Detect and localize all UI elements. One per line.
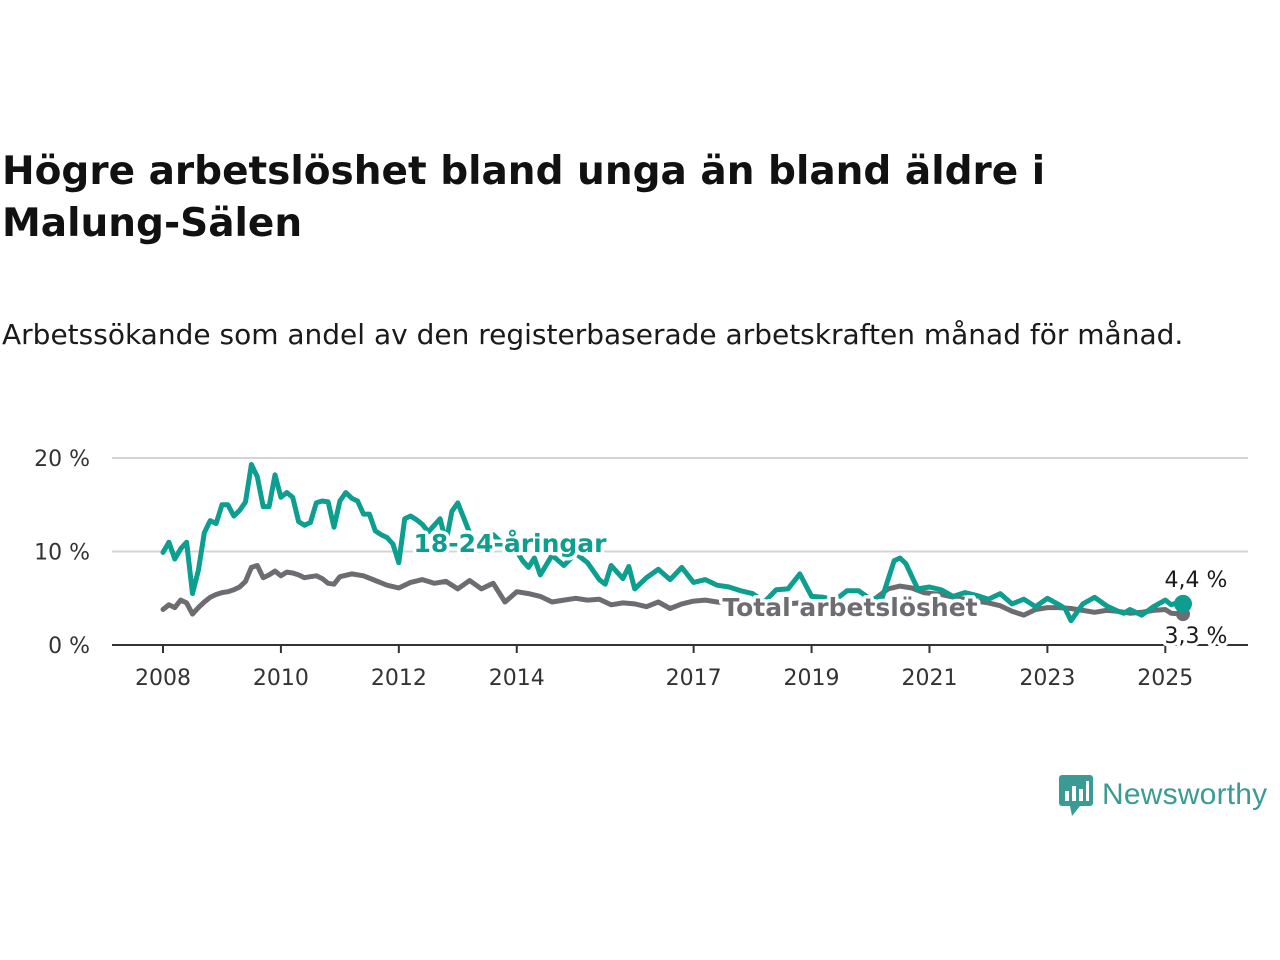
series-line-18-24 bbox=[160, 462, 1186, 624]
series-lines bbox=[160, 462, 1192, 624]
series-line-total bbox=[160, 563, 1186, 618]
x-tick-label: 2023 bbox=[1019, 666, 1075, 691]
grid-lines bbox=[112, 457, 1248, 553]
end-label-total: 3,3 % bbox=[1165, 624, 1228, 649]
y-tick-label: 0 % bbox=[48, 634, 90, 659]
series-labels: 18-24-åringar Total arbetslöshet 4,4 % 3,3 … bbox=[410, 526, 1231, 653]
end-point-18-24 bbox=[1174, 594, 1192, 613]
x-axis: 2008 2010 2012 2014 2017 2019 2021 2023 2025 bbox=[112, 644, 1248, 691]
x-tick-label: 2014 bbox=[489, 666, 545, 691]
x-tick-label: 2025 bbox=[1137, 666, 1193, 691]
y-tick-label: 10 % bbox=[34, 541, 90, 566]
y-axis-tick-labels: 0 % 10 % 20 % bbox=[34, 447, 90, 659]
end-label-18-24: 4,4 % bbox=[1165, 568, 1228, 593]
x-tick-label: 2021 bbox=[901, 666, 957, 691]
chart-title: Högre arbetslöshet bland unga än bland ä… bbox=[2, 149, 1046, 246]
x-tick-label: 2019 bbox=[784, 666, 840, 691]
x-tick-label: 2008 bbox=[135, 666, 191, 691]
newsworthy-logo-icon bbox=[1059, 775, 1093, 816]
newsworthy-logo: Newsworthy bbox=[1058, 772, 1267, 818]
x-tick-label: 2017 bbox=[666, 666, 722, 691]
series-label-total: Total arbetslöshet bbox=[722, 593, 977, 622]
chart-subtitle: Arbetssökande som andel av den registerb… bbox=[2, 318, 1184, 351]
line-chart: 0 % 10 % 20 % 2008 2010 2012 2014 2017 2019 2021… bbox=[34, 447, 1248, 691]
x-tick-label: 2010 bbox=[253, 666, 309, 691]
x-tick-label: 2012 bbox=[371, 666, 427, 691]
newsworthy-logo-text: Newsworthy bbox=[1102, 778, 1268, 811]
series-label-18-24: 18-24-åringar bbox=[414, 529, 608, 558]
y-tick-label: 20 % bbox=[34, 447, 90, 472]
